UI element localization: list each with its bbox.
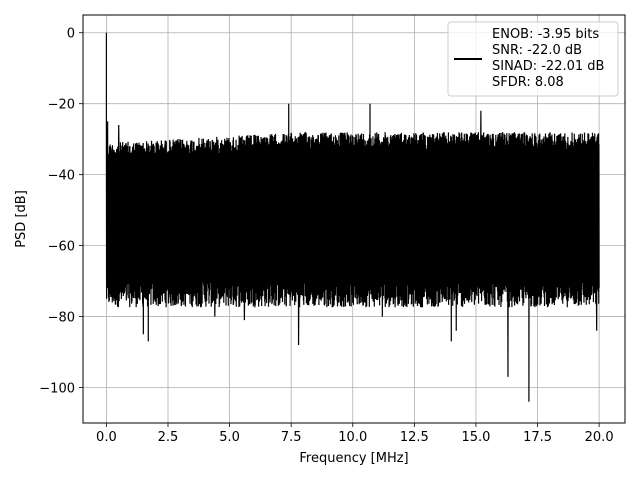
y-tick-label: −60	[48, 240, 75, 255]
ticks-layer: 0.0 2.5 5.0 7.5 10.0 12.5 15.0 17.5 20.0 0 −20 −40 −…	[39, 27, 613, 445]
data-layer	[105, 32, 600, 402]
y-tick-label: 0	[67, 27, 75, 42]
y-tick-label: −40	[48, 169, 75, 184]
y-tick-label: −80	[48, 311, 75, 326]
y-tick-label: −100	[39, 382, 75, 397]
x-tick-label: 0.0	[96, 430, 117, 445]
psd-series-line	[105, 32, 600, 402]
x-tick-label: 20.0	[585, 430, 614, 445]
legend-snr-text: SNR: -22.0 dB	[492, 43, 582, 58]
x-tick-label: 5.0	[219, 430, 240, 445]
x-tick-label: 7.5	[281, 430, 302, 445]
legend-enob-text: ENOB: -3.95 bits	[492, 27, 599, 42]
x-tick-label: 12.5	[400, 430, 429, 445]
x-tick-label: 10.0	[338, 430, 367, 445]
legend-sfdr-text: SFDR: 8.08	[492, 75, 564, 90]
y-axis-label: PSD [dB]	[14, 190, 29, 248]
x-tick-label: 17.5	[523, 430, 552, 445]
legend: ENOB: -3.95 bits SNR: -22.0 dB SINAD: -2…	[447, 21, 619, 97]
x-tick-label: 15.0	[461, 430, 490, 445]
legend-box	[447, 21, 619, 97]
y-tick-label: −20	[48, 98, 75, 113]
legend-sinad-text: SINAD: -22.01 dB	[492, 59, 604, 74]
plot-frame	[82, 14, 626, 424]
x-tick-label: 2.5	[158, 430, 179, 445]
x-axis-label: Frequency [MHz]	[299, 451, 408, 466]
